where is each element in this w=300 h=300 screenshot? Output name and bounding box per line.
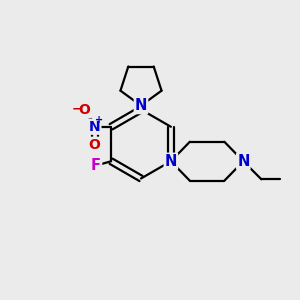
- Text: F: F: [91, 158, 101, 173]
- Text: −: −: [71, 102, 82, 115]
- Text: O: O: [78, 103, 90, 117]
- Text: N: N: [89, 120, 100, 134]
- Text: O: O: [89, 138, 100, 152]
- Text: N: N: [165, 154, 177, 169]
- Text: N: N: [135, 98, 147, 113]
- Text: +: +: [95, 115, 103, 125]
- Text: N: N: [237, 154, 250, 169]
